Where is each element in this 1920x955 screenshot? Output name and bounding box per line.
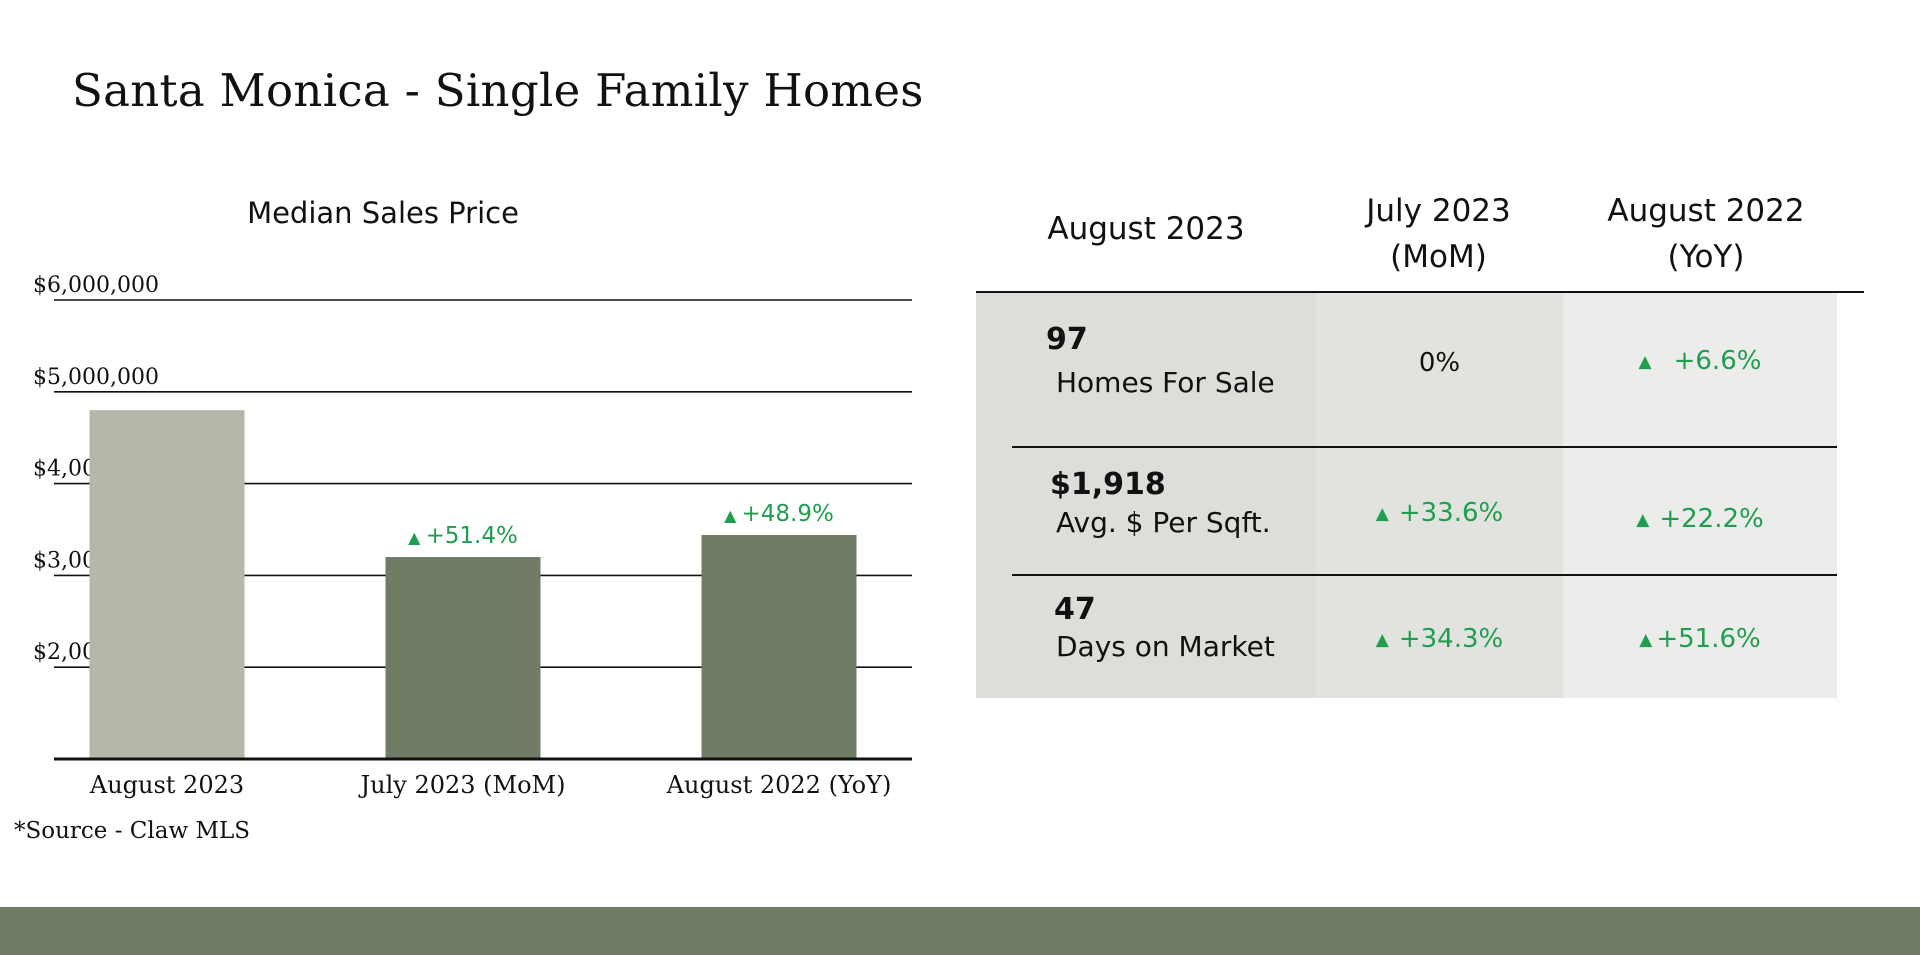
chart-title: Median Sales Price (247, 196, 519, 230)
x-tick-label: August 2022 (YoY) (666, 771, 892, 799)
column-bg-yoy (1563, 293, 1837, 698)
bar-august-2023 (89, 410, 245, 759)
header-august-2023: August 2023 (1047, 211, 1245, 247)
up-triangle-icon: ▲ (1375, 630, 1389, 650)
up-triangle-icon: ▲ (1639, 630, 1653, 650)
bar-july-2023-mom (385, 557, 541, 759)
x-tick-label: August 2023 (89, 771, 244, 799)
page-title: Santa Monica - Single Family Homes (72, 64, 924, 117)
row-divider-2 (1012, 574, 1837, 576)
homes-for-sale-label: Homes For Sale (1056, 366, 1275, 399)
homes-for-sale-value: 97 (1046, 322, 1088, 357)
header-july-2023-mom: July 2023 (MoM) (1316, 188, 1561, 280)
header-yoy-text: August 2022 (YoY) (1607, 193, 1805, 275)
header-august-2022-yoy: August 2022 (YoY) (1561, 188, 1851, 280)
y-tick-label: $5,000,000 (33, 365, 159, 390)
homes-for-sale-yoy: ▲ +6.6% (1563, 346, 1837, 376)
homes-for-sale-mom-text: 0% (1418, 348, 1461, 378)
up-triangle-icon: ▲ (1636, 510, 1650, 530)
header-divider (976, 291, 1864, 293)
price-per-sqft-mom: ▲ +33.6% (1316, 498, 1563, 528)
median-sales-price-chart: Median Sales Price $2,000,000$3,000,000$… (33, 196, 912, 799)
bar-august-2022-yoy (701, 535, 857, 759)
header-mom-text: July 2023 (MoM) (1366, 193, 1511, 275)
x-tick-label: July 2023 (MoM) (358, 771, 566, 799)
price-per-sqft-value: $1,918 (1050, 467, 1166, 502)
homes-for-sale-yoy-text: +6.6% (1673, 346, 1762, 376)
data-label-august-2022-yoy: ▲ +48.9% (724, 501, 834, 527)
days-on-market-value: 47 (1054, 592, 1096, 627)
up-triangle-icon: ▲ (1638, 352, 1652, 372)
row-divider-1 (1012, 446, 1837, 448)
days-on-market-mom: ▲ +34.3% (1316, 624, 1563, 654)
days-on-market-yoy-text: +51.6% (1656, 624, 1761, 654)
source-note: *Source - Claw MLS (14, 818, 251, 844)
footer-bar (0, 907, 1920, 955)
column-bg-mom (1316, 293, 1563, 698)
price-per-sqft-yoy: ▲ +22.2% (1563, 504, 1837, 534)
price-per-sqft-mom-text: +33.6% (1398, 498, 1504, 528)
days-on-market-label: Days on Market (1056, 630, 1275, 663)
price-per-sqft-yoy-text: +22.2% (1659, 504, 1764, 534)
days-on-market-mom-text: +34.3% (1398, 624, 1504, 654)
column-bg-current (976, 293, 1316, 698)
y-tick-label: $6,000,000 (33, 273, 159, 298)
up-triangle-icon: ▲ (1375, 504, 1389, 524)
market-stats-table: August 2023 July 2023 (MoM) August 2022 … (976, 180, 1864, 700)
homes-for-sale-mom: 0% (1316, 348, 1563, 378)
data-label-july-2023-mom: ▲ +51.4% (408, 523, 518, 549)
days-on-market-yoy: ▲ +51.6% (1563, 624, 1837, 654)
price-per-sqft-label: Avg. $ Per Sqft. (1056, 506, 1271, 539)
